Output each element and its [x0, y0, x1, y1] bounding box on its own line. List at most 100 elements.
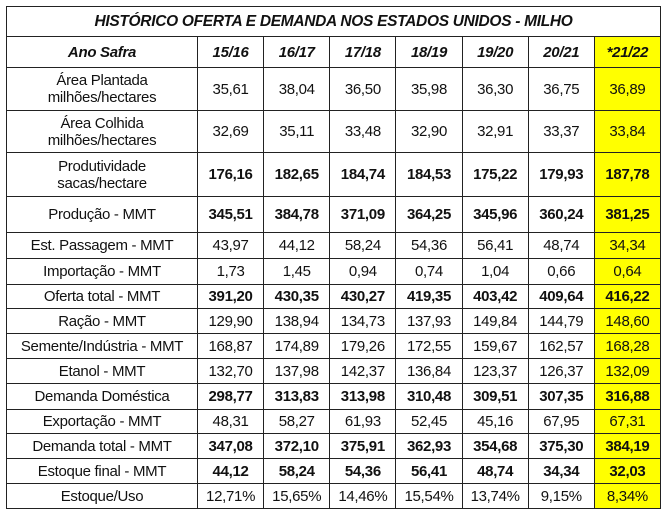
value-cell: 172,55	[395, 333, 463, 359]
table-row: Estoque final - MMT 44,12 58,24 54,36 56,41 4…	[6, 458, 662, 484]
value-cell: 403,42	[461, 284, 529, 309]
value-cell: 384,19	[593, 433, 662, 459]
value-cell: 32,91	[461, 110, 529, 153]
table-title: HISTÓRICO OFERTA E DEMANDA NOS ESTADOS U…	[6, 6, 661, 37]
row-label: Demanda Doméstica	[6, 383, 198, 410]
value-cell: 33,84	[593, 110, 662, 153]
value-cell: 35,11	[263, 110, 331, 153]
value-cell: 371,09	[329, 196, 397, 233]
row-label-unit: milhões/hectares	[47, 131, 157, 149]
value-cell: 384,78	[263, 196, 331, 233]
row-label-text: Área Colhida	[60, 114, 144, 132]
value-cell: 36,30	[461, 67, 529, 111]
value-cell: 144,79	[527, 308, 595, 334]
value-cell: 48,74	[527, 232, 595, 259]
value-cell: 36,89	[593, 67, 662, 111]
row-label: Importação - MMT	[6, 258, 198, 285]
value-cell: 32,69	[196, 110, 265, 153]
value-cell: 13,74%	[461, 483, 529, 509]
value-cell: 9,15%	[527, 483, 595, 509]
value-cell: 1,73	[196, 258, 265, 285]
value-cell: 354,68	[461, 433, 529, 459]
value-cell: 174,89	[263, 333, 331, 359]
value-cell: 0,64	[593, 258, 662, 285]
value-cell: 36,75	[527, 67, 595, 111]
table-row: Importação - MMT 1,73 1,45 0,94 0,74 1,04 0,66…	[6, 258, 662, 285]
value-cell: 138,94	[263, 308, 331, 334]
row-label-text: Produção - MMT	[48, 206, 156, 223]
value-cell: 137,93	[395, 308, 463, 334]
row-label-unit: sacas/hectare	[57, 174, 147, 192]
row-label-text: Ração - MMT	[58, 312, 146, 330]
value-cell: 132,09	[593, 358, 662, 384]
value-cell: 391,20	[196, 284, 265, 309]
value-cell: 43,97	[196, 232, 265, 259]
value-cell: 14,46%	[329, 483, 397, 509]
row-label-text: Importação - MMT	[43, 263, 161, 280]
value-cell: 176,16	[196, 152, 265, 197]
value-cell: 129,90	[196, 308, 265, 334]
value-cell: 416,22	[593, 284, 662, 309]
value-cell: 56,41	[461, 232, 529, 259]
table-row: Produção - MMT 345,51 384,78 371,09 364,25 34…	[6, 196, 662, 233]
value-cell: 347,08	[196, 433, 265, 459]
value-cell: 149,84	[461, 308, 529, 334]
row-label: Produtividade sacas/hectare	[6, 152, 198, 197]
value-cell: 316,88	[593, 383, 662, 410]
row-label-text: Demanda total - MMT	[32, 437, 172, 455]
row-label: Oferta total - MMT	[6, 284, 198, 309]
value-cell: 32,03	[593, 458, 662, 484]
row-label: Exportação - MMT	[6, 409, 198, 434]
value-cell: 184,53	[395, 152, 463, 197]
value-cell: 179,93	[527, 152, 595, 197]
value-cell: 362,93	[395, 433, 463, 459]
value-cell: 54,36	[329, 458, 397, 484]
table-row: Oferta total - MMT 391,20 430,35 430,27 419,…	[6, 284, 662, 309]
row-label-text: Demanda Doméstica	[34, 388, 170, 405]
header-label: Ano Safra	[6, 36, 198, 68]
table-row: Est. Passagem - MMT 43,97 44,12 58,24 54,36 5…	[6, 232, 662, 259]
value-cell: 345,51	[196, 196, 265, 233]
row-label: Est. Passagem - MMT	[6, 232, 198, 259]
row-label-text: Etanol - MMT	[58, 362, 146, 380]
value-cell: 12,71%	[196, 483, 265, 509]
value-cell: 48,31	[196, 409, 265, 434]
table-row: Demanda total - MMT 347,08 372,10 375,91 362…	[6, 433, 662, 459]
value-cell: 307,35	[527, 383, 595, 410]
column-header: *21/22	[593, 36, 662, 68]
value-cell: 409,64	[527, 284, 595, 309]
value-cell: 35,98	[395, 67, 463, 111]
value-cell: 419,35	[395, 284, 463, 309]
value-cell: 61,93	[329, 409, 397, 434]
value-cell: 32,90	[395, 110, 463, 153]
column-header: 20/21	[527, 36, 595, 68]
row-label: Estoque/Uso	[6, 483, 198, 509]
table-row: Área Plantada milhões/hectares 35,61 38,04 3…	[6, 67, 662, 111]
value-cell: 0,66	[527, 258, 595, 285]
row-label-text: Área Plantada	[56, 72, 148, 89]
value-cell: 44,12	[196, 458, 265, 484]
column-header: 17/18	[329, 36, 397, 68]
value-cell: 34,34	[527, 458, 595, 484]
value-cell: 142,37	[329, 358, 397, 384]
value-cell: 44,12	[263, 232, 331, 259]
value-cell: 168,28	[593, 333, 662, 359]
value-cell: 123,37	[461, 358, 529, 384]
value-cell: 45,16	[461, 409, 529, 434]
value-cell: 168,87	[196, 333, 265, 359]
value-cell: 126,37	[527, 358, 595, 384]
table-row: Demanda Doméstica 298,77 313,83 313,98 310,4…	[6, 383, 662, 410]
table-row: Ração - MMT 129,90 138,94 134,73 137,93 149,8…	[6, 308, 662, 334]
value-cell: 148,60	[593, 308, 662, 334]
row-label-text: Exportação - MMT	[42, 413, 162, 430]
value-cell: 34,34	[593, 232, 662, 259]
value-cell: 38,04	[263, 67, 331, 111]
row-label: Ração - MMT	[6, 308, 198, 334]
row-label-text: Semente/Indústria - MMT	[20, 337, 184, 355]
value-cell: 134,73	[329, 308, 397, 334]
value-cell: 33,48	[329, 110, 397, 153]
row-label-unit: milhões/hectares	[47, 89, 157, 106]
row-label: Área Colhida milhões/hectares	[6, 110, 198, 153]
value-cell: 175,22	[461, 152, 529, 197]
value-cell: 310,48	[395, 383, 463, 410]
